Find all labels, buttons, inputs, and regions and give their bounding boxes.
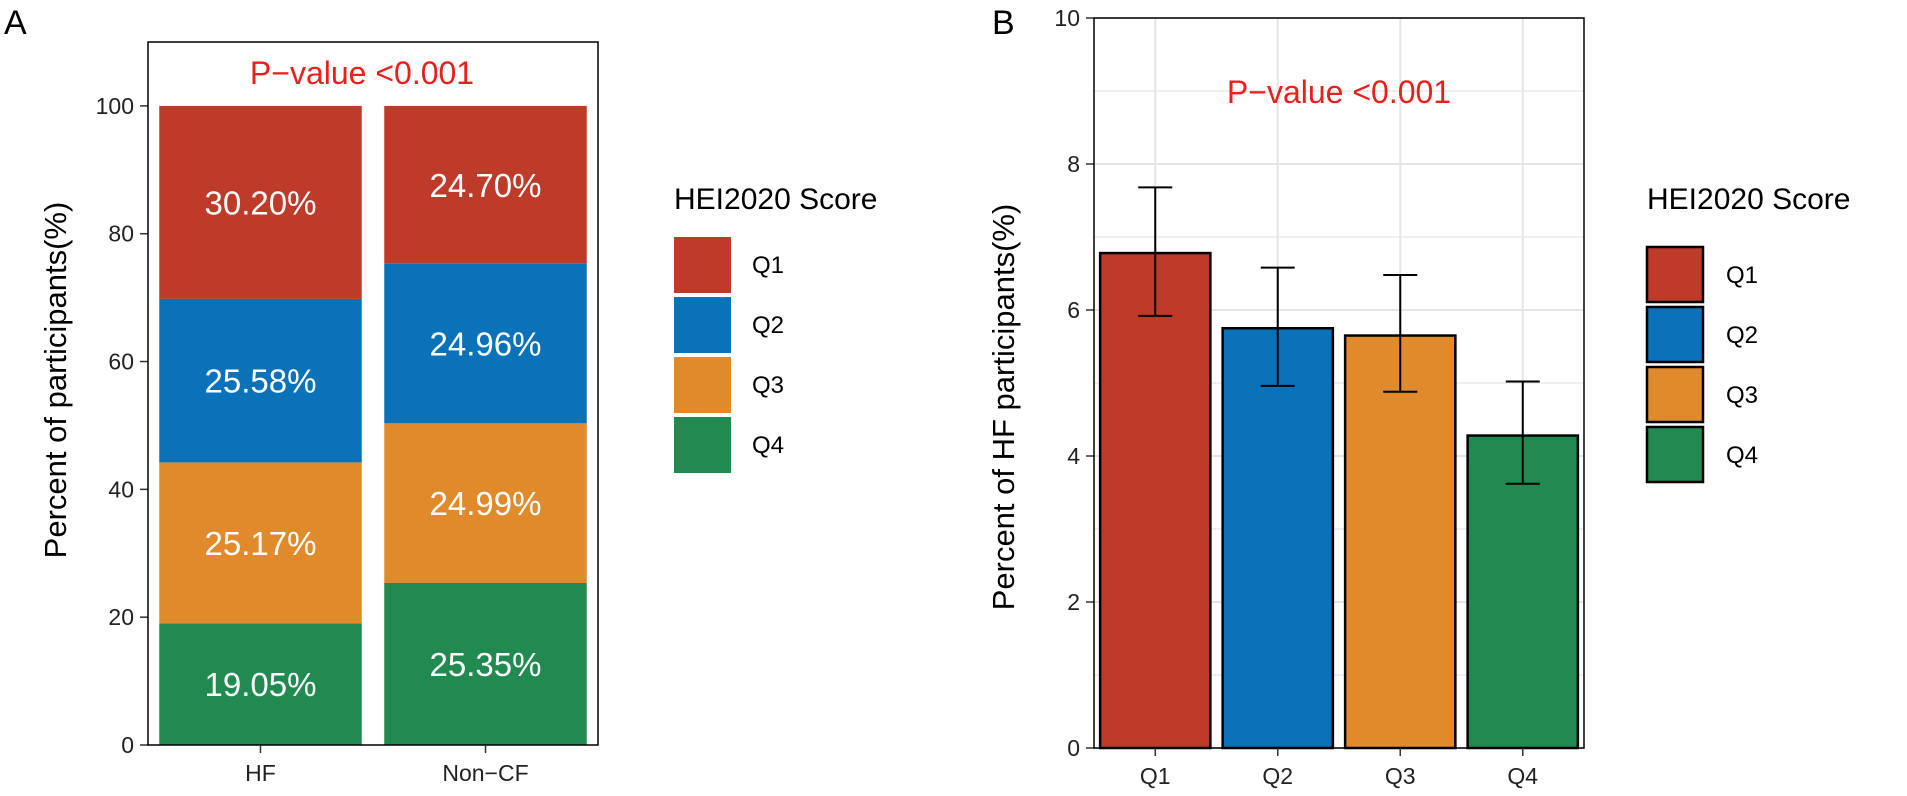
panel-a-letter: A	[4, 4, 27, 42]
panel-a-stacked-bars: 19.05% 25.17% 25.58% 30.20% 25.35% 24.99% 24.9…	[159, 105, 587, 745]
panel-b-pvalue-annotation: P−value <0.001	[1227, 74, 1451, 110]
x-tick-label: HF	[245, 760, 276, 786]
bar	[1343, 334, 1457, 750]
y-tick-label: 10	[1054, 5, 1080, 31]
x-tick-label: Q4	[1507, 763, 1538, 789]
panel-a-plot-border	[147, 41, 599, 746]
y-tick-label: 2	[1067, 589, 1080, 615]
legend-swatch	[1645, 245, 1705, 304]
legend-label: Q3	[752, 372, 784, 399]
panel-a-legend: HEI2020 Score Q1 Q2 Q3 Q4	[674, 183, 877, 473]
legend-swatch	[1645, 425, 1705, 484]
y-tick-label: 0	[121, 732, 134, 758]
panel-a: A Percent of participants(%) 0 20 40 60 80 10…	[4, 4, 877, 786]
panel-b-x-ticks: Q1 Q2 Q3 Q4	[1140, 748, 1538, 789]
panel-a-y-axis-title: Percent of participants(%)	[38, 202, 73, 559]
segment-value-label: 25.58%	[205, 363, 317, 400]
panel-b-y-axis-title: Percent of HF participants(%)	[986, 204, 1021, 611]
panel-b-plot-border	[1093, 17, 1585, 749]
legend-swatch	[674, 297, 731, 353]
stacked-bar-segment	[384, 582, 587, 745]
stacked-bar-segment	[384, 263, 587, 424]
bar	[1098, 251, 1212, 750]
legend-swatch	[674, 417, 731, 473]
legend-swatch	[674, 357, 731, 413]
legend-label: Q3	[1726, 382, 1758, 409]
stacked-bar-segment	[159, 105, 362, 299]
stacked-bar-segment	[159, 462, 362, 624]
segment-value-label: 24.99%	[430, 485, 542, 522]
panel-b-y-ticks: 0 2 4 6 8 10	[1054, 5, 1094, 761]
panel-b-legend: HEI2020 Score Q1 Q2 Q3 Q4	[1645, 183, 1850, 484]
legend-label: Q2	[1726, 322, 1758, 349]
panel-a-legend-title: HEI2020 Score	[674, 183, 877, 216]
legend-label: Q4	[752, 432, 784, 459]
segment-value-label: 25.35%	[430, 646, 542, 683]
y-tick-label: 20	[108, 604, 134, 630]
legend-label: Q2	[752, 312, 784, 339]
stacked-bar-segment	[159, 623, 362, 745]
legend-label: Q1	[752, 252, 784, 279]
y-tick-label: 0	[1067, 735, 1080, 761]
y-tick-label: 100	[96, 93, 134, 119]
stacked-bar-segment	[159, 298, 362, 463]
segment-value-label: 24.96%	[430, 326, 542, 363]
x-tick-label: Non−CF	[442, 760, 528, 786]
panel-a-y-ticks: 0 20 40 60 80 100	[96, 93, 148, 758]
panel-b: B Percent of HF participants(%) 0246810 …	[986, 4, 1850, 789]
y-tick-label: 8	[1067, 151, 1080, 177]
segment-value-label: 30.20%	[205, 184, 317, 221]
panel-b-letter: B	[992, 4, 1015, 42]
segment-value-label: 19.05%	[205, 666, 317, 703]
legend-swatch	[674, 237, 731, 293]
panel-a-legend-items: Q1 Q2 Q3 Q4	[674, 237, 784, 473]
x-tick-label: Q1	[1140, 763, 1171, 789]
y-tick-label: 80	[108, 221, 134, 247]
panel-a-x-ticks: HF Non−CF	[245, 745, 529, 786]
segment-value-label: 25.17%	[205, 525, 317, 562]
legend-swatch	[1645, 365, 1705, 424]
panel-b-error-bars	[1138, 186, 1540, 485]
x-tick-label: Q3	[1385, 763, 1416, 789]
panel-b-legend-title: HEI2020 Score	[1647, 183, 1850, 216]
y-tick-label: 4	[1067, 443, 1080, 469]
bar	[1221, 327, 1335, 750]
legend-label: Q1	[1726, 262, 1758, 289]
panel-b-legend-items: Q1 Q2 Q3 Q4	[1645, 245, 1758, 484]
stacked-bar-segment	[384, 423, 587, 583]
legend-label: Q4	[1726, 442, 1758, 469]
segment-value-label: 24.70%	[430, 167, 542, 204]
stacked-bar-segment	[384, 105, 587, 264]
y-tick-label: 60	[108, 349, 134, 375]
panel-a-pvalue-annotation: P−value <0.001	[250, 55, 474, 91]
y-tick-label: 40	[108, 476, 134, 502]
legend-swatch	[1645, 305, 1705, 364]
x-tick-label: Q2	[1262, 763, 1293, 789]
y-tick-label: 6	[1067, 297, 1080, 323]
